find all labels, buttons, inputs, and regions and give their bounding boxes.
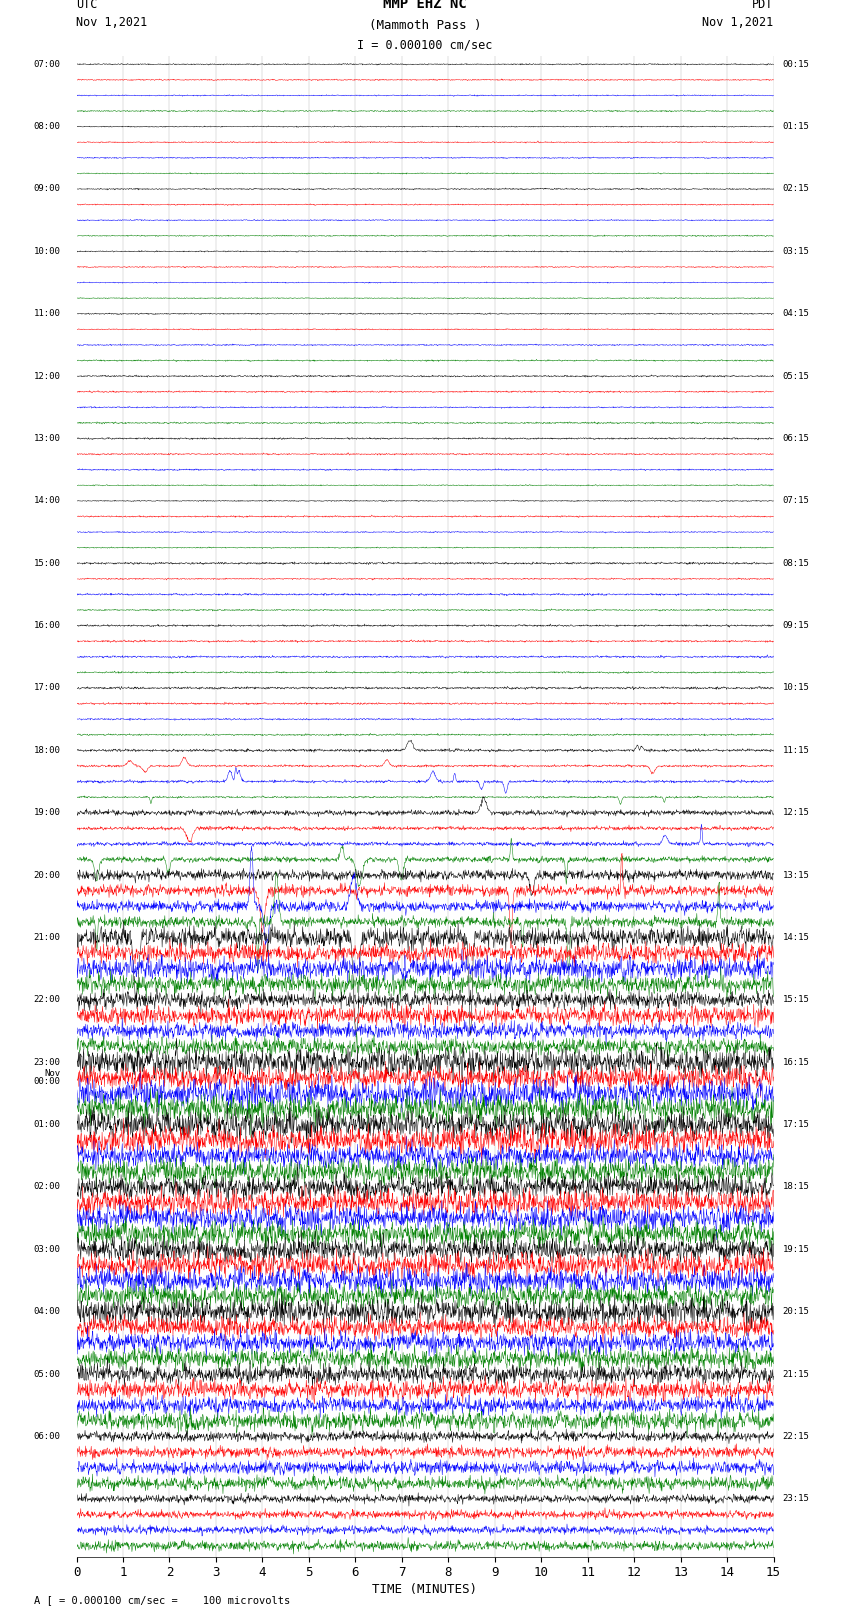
Text: 09:15: 09:15 [783, 621, 810, 631]
Text: 17:15: 17:15 [783, 1119, 810, 1129]
Text: 05:15: 05:15 [783, 371, 810, 381]
Text: UTC: UTC [76, 0, 98, 11]
Text: 03:15: 03:15 [783, 247, 810, 256]
Text: 18:00: 18:00 [33, 745, 60, 755]
Text: 08:00: 08:00 [33, 123, 60, 131]
Text: 04:15: 04:15 [783, 310, 810, 318]
Text: 04:00: 04:00 [33, 1307, 60, 1316]
Text: Nov
00:00: Nov 00:00 [33, 1069, 60, 1087]
Text: 02:00: 02:00 [33, 1182, 60, 1192]
Text: 05:00: 05:00 [33, 1369, 60, 1379]
Text: 02:15: 02:15 [783, 184, 810, 194]
Text: 16:00: 16:00 [33, 621, 60, 631]
Text: A [ = 0.000100 cm/sec =    100 microvolts: A [ = 0.000100 cm/sec = 100 microvolts [34, 1595, 290, 1605]
Text: 10:00: 10:00 [33, 247, 60, 256]
Text: 07:00: 07:00 [33, 60, 60, 69]
Text: 12:15: 12:15 [783, 808, 810, 818]
Text: 14:00: 14:00 [33, 497, 60, 505]
Text: 19:15: 19:15 [783, 1245, 810, 1253]
Text: 01:00: 01:00 [33, 1119, 60, 1129]
Text: 11:15: 11:15 [783, 745, 810, 755]
Text: 09:00: 09:00 [33, 184, 60, 194]
Text: Nov 1,2021: Nov 1,2021 [76, 16, 148, 29]
Text: 14:15: 14:15 [783, 932, 810, 942]
X-axis label: TIME (MINUTES): TIME (MINUTES) [372, 1584, 478, 1597]
Text: 08:15: 08:15 [783, 558, 810, 568]
Text: PDT: PDT [752, 0, 774, 11]
Text: 23:15: 23:15 [783, 1494, 810, 1503]
Text: 00:15: 00:15 [783, 60, 810, 69]
Text: 15:15: 15:15 [783, 995, 810, 1005]
Text: 12:00: 12:00 [33, 371, 60, 381]
Text: 16:15: 16:15 [783, 1058, 810, 1066]
Text: I = 0.000100 cm/sec: I = 0.000100 cm/sec [357, 39, 493, 52]
Text: MMP EHZ NC: MMP EHZ NC [383, 0, 467, 11]
Text: 19:00: 19:00 [33, 808, 60, 818]
Text: 21:15: 21:15 [783, 1369, 810, 1379]
Text: 11:00: 11:00 [33, 310, 60, 318]
Text: 18:15: 18:15 [783, 1182, 810, 1192]
Text: Nov 1,2021: Nov 1,2021 [702, 16, 774, 29]
Text: 23:00: 23:00 [33, 1058, 60, 1066]
Text: 01:15: 01:15 [783, 123, 810, 131]
Text: 07:15: 07:15 [783, 497, 810, 505]
Text: 15:00: 15:00 [33, 558, 60, 568]
Text: 22:15: 22:15 [783, 1432, 810, 1440]
Text: 20:15: 20:15 [783, 1307, 810, 1316]
Text: 06:00: 06:00 [33, 1432, 60, 1440]
Text: 13:00: 13:00 [33, 434, 60, 444]
Text: 22:00: 22:00 [33, 995, 60, 1005]
Text: 03:00: 03:00 [33, 1245, 60, 1253]
Text: 13:15: 13:15 [783, 871, 810, 879]
Text: 17:00: 17:00 [33, 684, 60, 692]
Text: 10:15: 10:15 [783, 684, 810, 692]
Text: 06:15: 06:15 [783, 434, 810, 444]
Text: 20:00: 20:00 [33, 871, 60, 879]
Text: (Mammoth Pass ): (Mammoth Pass ) [369, 19, 481, 32]
Text: 21:00: 21:00 [33, 932, 60, 942]
